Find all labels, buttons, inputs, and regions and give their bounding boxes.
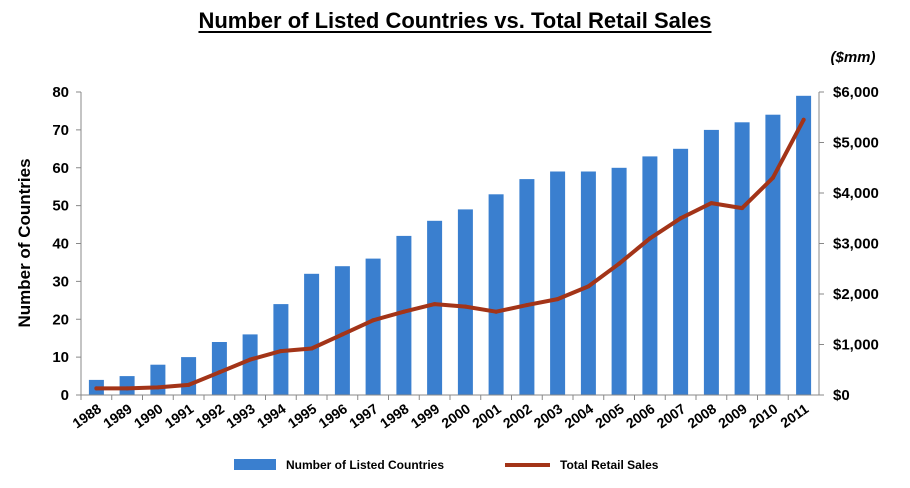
y-tick-label: 50 <box>52 198 69 215</box>
x-tick-label: 2011 <box>777 400 811 431</box>
y2-tick-label: $0 <box>833 387 850 404</box>
bar-1991 <box>181 357 197 395</box>
line-point-2009 <box>740 206 745 211</box>
line-point-2007 <box>678 216 683 221</box>
y-tick-label: 10 <box>52 349 69 366</box>
line-point-1995 <box>309 346 314 351</box>
bar-2000 <box>457 209 473 395</box>
bar-2009 <box>734 122 750 396</box>
line-point-2006 <box>647 236 652 241</box>
line-point-1992 <box>217 370 222 375</box>
y-tick-label: 40 <box>52 236 69 253</box>
legend-label-line: Total Retail Sales <box>560 458 659 472</box>
line-point-1996 <box>340 332 345 337</box>
legend-label-bars: Number of Listed Countries <box>286 458 444 472</box>
x-tick-label: 1991 <box>162 400 197 431</box>
bar-1990 <box>150 364 166 395</box>
bar-2004 <box>580 171 596 395</box>
x-tick-label: 1998 <box>377 400 412 431</box>
x-tick-label: 2004 <box>561 400 596 431</box>
bar-1992 <box>211 342 227 395</box>
y-tick-label: 0 <box>61 387 69 404</box>
x-tick-label: 2010 <box>746 400 781 431</box>
bar-2005 <box>611 167 627 396</box>
line-point-1988 <box>94 386 99 391</box>
x-tick-label: 2002 <box>500 400 535 431</box>
bar-2010 <box>765 114 781 395</box>
bar-1998 <box>396 235 412 395</box>
bar-2002 <box>519 179 535 395</box>
y-tick-label: 60 <box>52 160 69 177</box>
y2-tick-label: $2,000 <box>833 286 879 303</box>
y2-tick-label: $6,000 <box>833 84 879 101</box>
y-tick-label: 70 <box>52 122 69 139</box>
x-tick-label: 2006 <box>623 400 658 431</box>
line-point-2003 <box>555 297 560 302</box>
x-tick-label: 2009 <box>715 400 750 431</box>
line-point-2000 <box>463 304 468 309</box>
bar-2011 <box>796 95 812 396</box>
y2-axis-unit: ($mm) <box>830 49 875 66</box>
y2-tick-label: $1,000 <box>833 337 879 354</box>
y-tick-label: 20 <box>52 311 69 328</box>
line-point-2004 <box>586 284 591 289</box>
line-point-2005 <box>617 261 622 266</box>
y2-tick-label: $4,000 <box>833 185 879 202</box>
x-tick-label: 1990 <box>131 400 166 431</box>
bar-2001 <box>488 194 504 395</box>
x-tick-label: 2000 <box>438 400 473 431</box>
legend: Number of Listed Countries Total Retail … <box>234 458 659 472</box>
y-tick-label: 30 <box>52 273 69 290</box>
bar-1995 <box>304 273 320 395</box>
x-tick-label: 2003 <box>531 400 566 431</box>
bar-series <box>88 95 812 396</box>
line-point-1994 <box>278 349 283 354</box>
bar-2007 <box>673 148 689 395</box>
y2-tick-label: $3,000 <box>833 236 879 253</box>
line-point-2010 <box>770 175 775 180</box>
line-series <box>94 117 806 391</box>
line-point-1991 <box>186 382 191 387</box>
line-point-1998 <box>401 309 406 314</box>
bar-1999 <box>427 220 443 395</box>
line-point-2001 <box>494 309 499 314</box>
x-tick-label: 2008 <box>684 400 719 431</box>
line-point-1993 <box>248 357 253 362</box>
y-tick-label: 80 <box>52 84 69 101</box>
retail-sales-line <box>94 117 806 391</box>
x-tick-label: 1999 <box>408 400 443 431</box>
line-point-2008 <box>709 201 714 206</box>
line-point-2002 <box>524 303 529 308</box>
line-point-1997 <box>371 318 376 323</box>
bar-1993 <box>242 334 258 395</box>
x-tick-label: 1989 <box>100 400 135 431</box>
bar-1989 <box>119 376 135 395</box>
x-tick-label: 1993 <box>223 400 258 431</box>
legend-swatch-bars <box>234 459 276 470</box>
bar-2006 <box>642 156 658 395</box>
y-axis-title: Number of Countries <box>15 158 34 327</box>
bar-1996 <box>334 266 350 395</box>
bar-2008 <box>703 129 719 395</box>
bar-2003 <box>550 171 566 395</box>
y2-tick-label: $5,000 <box>833 135 879 152</box>
line-point-1989 <box>125 386 130 391</box>
x-tick-label: 1988 <box>69 400 104 431</box>
bar-1997 <box>365 258 381 395</box>
x-tick-label: 1997 <box>346 400 381 431</box>
x-tick-label: 1995 <box>285 400 320 431</box>
line-point-2011 <box>801 117 806 122</box>
x-tick-label: 1996 <box>315 400 350 431</box>
x-tick-label: 1994 <box>254 400 289 431</box>
x-tick-label: 2005 <box>592 400 627 431</box>
line-point-1999 <box>432 302 437 307</box>
x-tick-label: 2001 <box>469 400 504 431</box>
chart-title: Number of Listed Countries vs. Total Ret… <box>198 8 712 33</box>
x-tick-label: 2007 <box>654 400 689 431</box>
x-tick-label: 1992 <box>192 400 227 431</box>
line-point-1990 <box>155 385 160 390</box>
